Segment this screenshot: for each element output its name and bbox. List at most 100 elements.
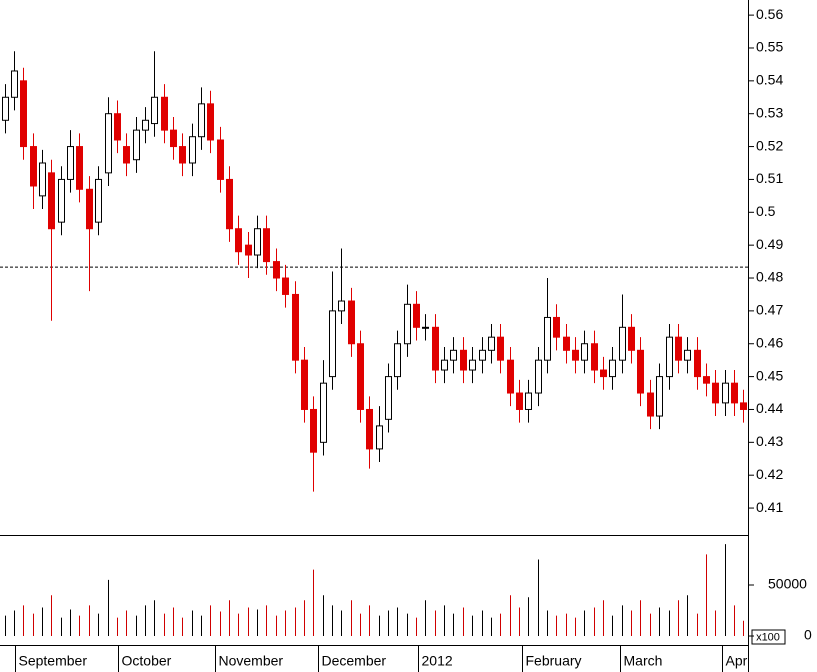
candle-body: [254, 228, 261, 256]
candle-body: [123, 146, 130, 164]
candle-body: [338, 300, 345, 312]
candle-body: [30, 146, 37, 187]
candle-body: [666, 336, 673, 378]
candle-body: [722, 382, 729, 404]
candle-body: [516, 392, 523, 410]
candle-body: [656, 376, 663, 417]
candle-body: [460, 349, 467, 371]
y-tick-label: 0.44: [756, 400, 783, 416]
candle-body: [366, 408, 373, 450]
y-tick-label: 0.54: [756, 72, 783, 88]
candle-body: [207, 103, 214, 141]
candle-body: [422, 326, 429, 329]
candle-body: [712, 382, 719, 404]
candle-body: [301, 359, 308, 410]
candle-body: [535, 359, 542, 394]
candle-body: [95, 178, 102, 223]
y-tick-label: 0.55: [756, 39, 783, 55]
candle-body: [694, 349, 701, 378]
candle-body: [235, 228, 242, 253]
x-tick-label: March: [624, 653, 663, 669]
candle-body: [703, 376, 710, 384]
candle-body: [432, 326, 439, 371]
candle-body: [189, 136, 196, 164]
x-tick-label: Apr: [726, 653, 748, 669]
candle-body: [740, 402, 747, 410]
candle-body: [76, 146, 83, 190]
y-tick-label: 0.52: [756, 137, 783, 153]
candle-body: [581, 343, 588, 361]
candle-body: [525, 392, 532, 410]
candle-body: [619, 326, 626, 361]
x-tick-label: October: [122, 653, 172, 669]
y-tick-label: 0.53: [756, 104, 783, 120]
y-tick-label: 0.47: [756, 302, 783, 318]
candle-body: [507, 359, 514, 394]
candle-body: [357, 343, 364, 410]
candle-body: [217, 139, 224, 180]
candle-body: [469, 359, 476, 371]
candle-body: [292, 293, 299, 361]
candle-body: [394, 343, 401, 378]
candle-body: [142, 119, 149, 131]
y-tick-label: 0.42: [756, 466, 783, 482]
x-tick-label: 2012: [422, 653, 453, 669]
candle-body: [675, 336, 682, 361]
candle-body: [637, 349, 644, 394]
y-tick-label: 0.45: [756, 367, 783, 383]
candle-body: [282, 277, 289, 295]
y-tick-label: 0.49: [756, 236, 783, 252]
candle-body: [450, 349, 457, 361]
candle-body: [263, 228, 270, 263]
y-tick-label: 0.56: [756, 6, 783, 22]
candle-body: [179, 146, 186, 164]
y-tick-label: 0.5: [756, 203, 776, 219]
candle-body: [385, 376, 392, 420]
candle-body: [563, 336, 570, 351]
candle-body: [11, 70, 18, 98]
candle-body: [48, 172, 55, 230]
candle-body: [413, 303, 420, 328]
candle-body: [67, 146, 74, 180]
candle-body: [479, 349, 486, 361]
y-tick-label: 0.41: [756, 499, 783, 515]
candle-body: [151, 96, 158, 125]
candle-body: [376, 425, 383, 450]
candle-body: [553, 316, 560, 338]
candle-body: [245, 244, 252, 256]
candle-body: [273, 261, 280, 279]
candle-body: [320, 382, 327, 443]
y-tick-label: 50000: [768, 576, 807, 592]
candle-body: [170, 129, 177, 148]
candle-body: [114, 113, 121, 141]
x-tick-label: September: [19, 653, 88, 669]
candle-body: [572, 349, 579, 361]
x-tick-label: November: [219, 653, 284, 669]
x-tick-label: February: [526, 653, 582, 669]
candle-body: [329, 310, 336, 378]
candle-body: [497, 336, 504, 361]
candle-body: [310, 408, 317, 453]
candle-body: [2, 96, 9, 121]
candle-body: [731, 382, 738, 404]
candle-body: [404, 303, 411, 345]
candle-body: [628, 326, 635, 351]
y-tick-label: 0.48: [756, 269, 783, 285]
candle-body: [20, 80, 27, 148]
candle-body: [684, 349, 691, 361]
candle-body: [226, 178, 233, 230]
candle-body: [544, 316, 551, 361]
candle-body: [198, 103, 205, 138]
candle-body: [348, 300, 355, 345]
candle-body: [609, 359, 616, 378]
candle-body: [441, 359, 448, 371]
candle-body: [600, 369, 607, 378]
y-tick-label: 0.51: [756, 170, 783, 186]
y-tick-label: 0.43: [756, 433, 783, 449]
y-tick-label: 0.46: [756, 334, 783, 350]
unit-label: x100: [756, 631, 780, 643]
x-tick-label: December: [322, 653, 387, 669]
candle-body: [105, 113, 112, 174]
candle-body: [133, 129, 140, 161]
